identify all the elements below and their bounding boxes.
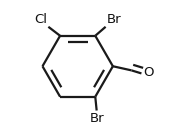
Text: Br: Br [89,112,104,125]
Text: O: O [143,66,154,79]
Text: Cl: Cl [34,13,47,26]
Text: Br: Br [107,13,121,26]
